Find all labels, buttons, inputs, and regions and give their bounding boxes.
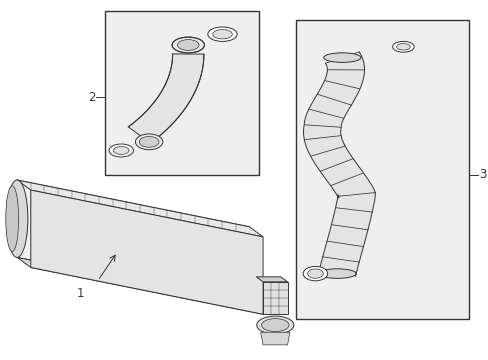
- Ellipse shape: [307, 269, 323, 278]
- Ellipse shape: [172, 37, 204, 53]
- Ellipse shape: [323, 53, 360, 62]
- Ellipse shape: [212, 30, 232, 39]
- Ellipse shape: [303, 266, 327, 281]
- Ellipse shape: [135, 134, 163, 150]
- Ellipse shape: [6, 180, 28, 257]
- Ellipse shape: [139, 136, 159, 147]
- Polygon shape: [263, 282, 287, 314]
- Polygon shape: [17, 257, 263, 314]
- Polygon shape: [256, 277, 287, 282]
- Polygon shape: [17, 180, 249, 304]
- Ellipse shape: [6, 186, 19, 252]
- Bar: [295, 20, 468, 319]
- Ellipse shape: [396, 44, 409, 50]
- Ellipse shape: [177, 40, 199, 50]
- Polygon shape: [303, 52, 375, 276]
- Ellipse shape: [207, 27, 237, 41]
- Polygon shape: [128, 54, 203, 143]
- Polygon shape: [17, 180, 263, 237]
- Polygon shape: [31, 190, 263, 314]
- Ellipse shape: [113, 147, 129, 154]
- Polygon shape: [260, 332, 289, 345]
- Bar: [105, 11, 259, 175]
- Text: 2: 2: [88, 91, 95, 104]
- Ellipse shape: [392, 41, 413, 52]
- Ellipse shape: [261, 319, 288, 332]
- Text: 1: 1: [77, 287, 84, 300]
- Text: 3: 3: [478, 168, 486, 181]
- Ellipse shape: [109, 144, 133, 157]
- Ellipse shape: [318, 269, 355, 278]
- Ellipse shape: [256, 316, 293, 334]
